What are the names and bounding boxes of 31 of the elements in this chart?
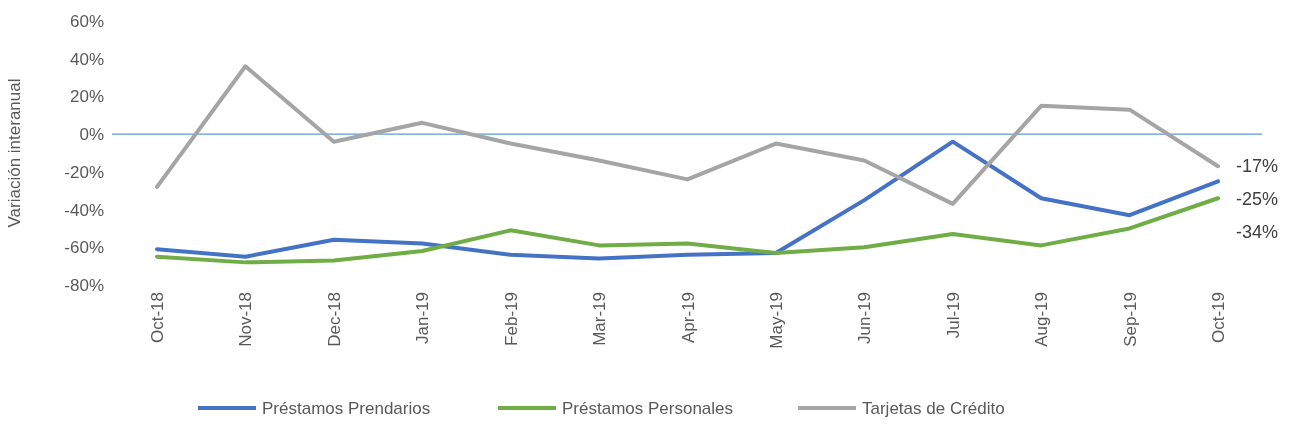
legend-label: Préstamos Prendarios	[262, 398, 431, 418]
y-axis-title: Variación interanual	[5, 78, 24, 228]
x-tick-label: Jan-19	[413, 292, 433, 344]
legend-label: Préstamos Personales	[562, 398, 734, 418]
y-tick-label: 40%	[69, 49, 104, 69]
x-tick-label: Mar-19	[590, 292, 610, 346]
x-tick-label: Jul-19	[943, 292, 963, 339]
y-tick-label: -40%	[64, 200, 104, 220]
x-tick-label: May-19	[766, 292, 786, 349]
x-tick-label: Dec-18	[324, 292, 344, 347]
x-tick-label: Sep-19	[1120, 292, 1140, 347]
line-series	[155, 64, 1220, 206]
y-tick-label: 60%	[69, 11, 104, 31]
y-tick-label: 20%	[69, 87, 104, 107]
y-tick-label: -20%	[64, 162, 104, 182]
y-tick-label: 0%	[79, 125, 104, 145]
x-tick-label: Oct-19	[1209, 292, 1228, 344]
x-tick-label: Apr-19	[678, 292, 698, 344]
legend-label: Tarjetas de Crédito	[862, 398, 1005, 418]
annotation: -34%	[1236, 222, 1279, 243]
y-tick-label: -80%	[64, 275, 104, 295]
line-series	[155, 139, 1220, 261]
x-tick-label: Aug-19	[1032, 292, 1052, 347]
x-tick-label: Jun-19	[855, 292, 875, 344]
annotation: -17%	[1236, 156, 1279, 177]
x-tick-label: Nov-18	[236, 292, 256, 347]
x-tick-label: Feb-19	[501, 292, 521, 346]
y-tick-label: -60%	[64, 238, 104, 258]
line-series	[155, 196, 1220, 265]
x-tick-label: Oct-18	[148, 292, 167, 344]
annotation: -25%	[1236, 189, 1279, 210]
